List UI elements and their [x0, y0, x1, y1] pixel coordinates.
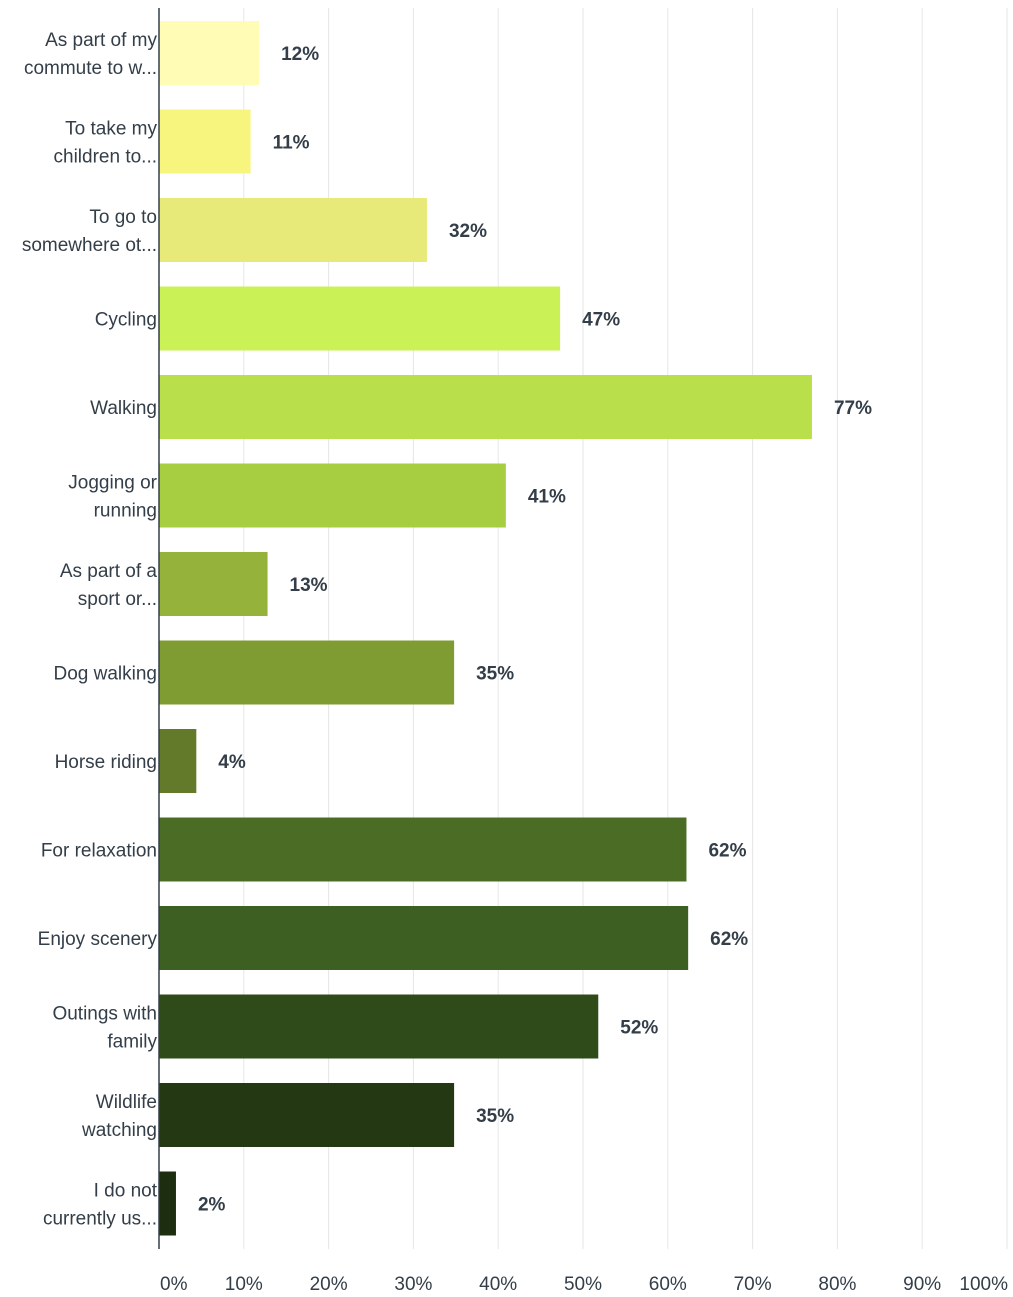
- category-label: watching: [81, 1120, 157, 1141]
- x-tick-label: 80%: [818, 1274, 856, 1292]
- bar: [159, 198, 427, 262]
- category-label: Enjoy scenery: [38, 929, 158, 950]
- value-label: 12%: [281, 44, 319, 65]
- category-label: To go to: [89, 207, 157, 228]
- bar: [159, 375, 812, 439]
- x-tick-label: 50%: [564, 1274, 602, 1292]
- value-label: 13%: [290, 575, 328, 596]
- bar: [159, 463, 506, 528]
- value-label: 35%: [476, 1106, 514, 1127]
- value-label: 35%: [476, 664, 514, 685]
- category-label: Walking: [90, 398, 157, 419]
- x-tick-label: 0%: [160, 1274, 188, 1292]
- category-label: children to...: [54, 147, 158, 168]
- category-label: Cycling: [95, 310, 157, 331]
- category-label: For relaxation: [41, 841, 157, 862]
- category-label: Outings with: [52, 1004, 157, 1025]
- bar: [159, 906, 689, 970]
- bar: [159, 552, 268, 616]
- x-tick-label: 10%: [225, 1274, 263, 1292]
- category-label: family: [107, 1032, 157, 1053]
- value-label: 62%: [710, 929, 748, 950]
- value-label: 77%: [834, 398, 872, 419]
- x-tick-label: 40%: [479, 1274, 517, 1292]
- category-label: sport or...: [78, 589, 157, 610]
- x-tick-label: 90%: [903, 1274, 941, 1292]
- category-label: commute to w...: [24, 58, 157, 79]
- x-tick-label: 60%: [649, 1274, 687, 1292]
- bar: [159, 640, 455, 705]
- bar: [159, 994, 599, 1059]
- bar: [159, 817, 687, 882]
- category-label: running: [94, 501, 157, 522]
- bar: [159, 729, 197, 793]
- bar: [159, 21, 260, 85]
- category-label: somewhere ot...: [22, 235, 157, 256]
- category-label: Wildlife: [96, 1092, 157, 1113]
- x-tick-label: 100%: [959, 1274, 1008, 1292]
- value-label: 52%: [620, 1018, 658, 1039]
- bar: [159, 286, 561, 351]
- value-label: 41%: [528, 487, 566, 508]
- category-label: currently us...: [43, 1209, 157, 1230]
- bar: [159, 1083, 455, 1147]
- value-label: 62%: [708, 841, 746, 862]
- value-label: 4%: [218, 752, 246, 773]
- category-label: Jogging or: [68, 473, 157, 494]
- x-tick-label: 20%: [310, 1274, 348, 1292]
- category-label: As part of my: [45, 30, 157, 51]
- category-label: Horse riding: [55, 752, 157, 773]
- value-label: 32%: [449, 221, 487, 242]
- bar: [159, 109, 251, 174]
- value-label: 11%: [273, 133, 310, 154]
- category-label: Dog walking: [54, 664, 158, 685]
- x-tick-label: 70%: [734, 1274, 772, 1292]
- value-label: 2%: [198, 1195, 226, 1216]
- bar: [159, 1171, 176, 1236]
- x-tick-label: 30%: [394, 1274, 432, 1292]
- category-label: I do not: [94, 1181, 158, 1202]
- category-label: To take my: [65, 119, 157, 140]
- category-label: As part of a: [60, 561, 158, 582]
- value-label: 47%: [582, 310, 620, 331]
